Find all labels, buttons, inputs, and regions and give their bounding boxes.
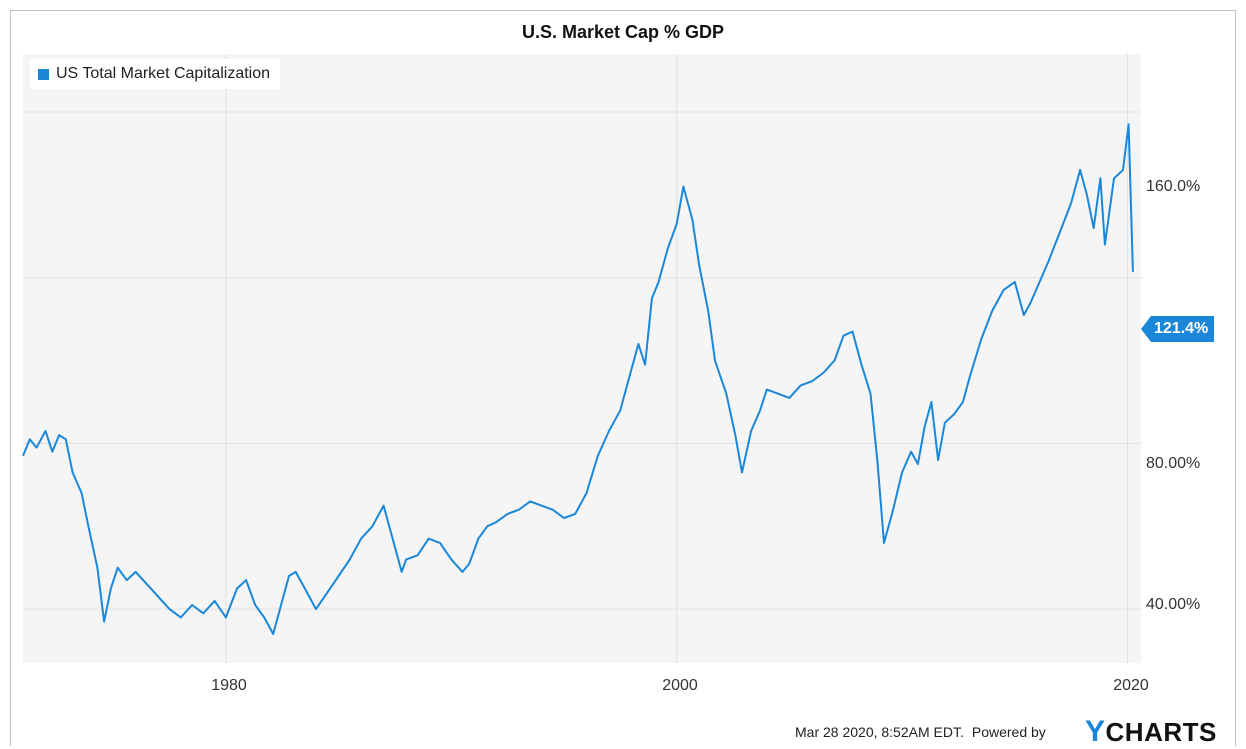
last-value-badge: 121.4% [1141,316,1215,342]
gridlines [23,54,1141,663]
powered-by-text: Powered by [971,724,1046,740]
series-line[interactable] [22,123,1134,635]
legend-label: US Total Market Capitalization [56,65,271,82]
series-group [22,123,1134,635]
ycharts-logo[interactable]: YCHARTS [1085,715,1217,748]
legend[interactable]: US Total Market Capitalization [30,59,281,89]
y-tick-label: 40.00% [1146,596,1201,613]
timestamp: Mar 28 2020, 8:52AM EDT. [795,724,964,740]
x-tick-label: 1980 [211,677,247,694]
x-tick-label: 2020 [1113,677,1149,694]
y-tick-label: 80.00% [1146,455,1201,472]
legend-swatch [38,68,49,80]
last-value-label: 121.4% [1151,316,1215,342]
y-tick-label: 160.0% [1146,178,1201,195]
chart-title: U.S. Market Cap % GDP [521,22,725,42]
footer: Mar 28 2020, 8:52AM EDT. Powered by [795,724,1052,740]
badge-arrow [1141,316,1151,342]
plot-area [23,54,1141,663]
x-tick-label: 2000 [662,677,698,694]
chart-frame [10,10,1236,746]
